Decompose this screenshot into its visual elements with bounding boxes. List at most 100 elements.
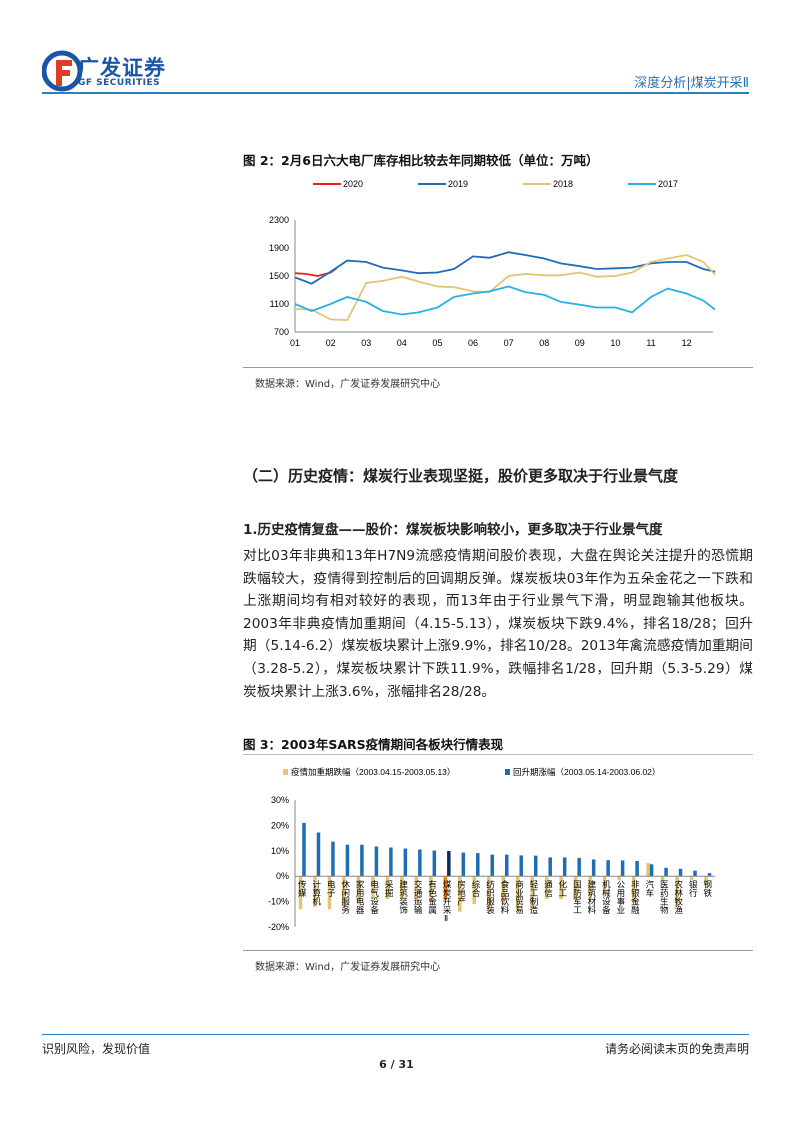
bar-decline [313,876,317,907]
category-label: 房地产 [457,880,467,907]
bar-decline [429,876,433,902]
bar-decline [298,876,303,910]
bar-decline [559,876,563,900]
logo-name-cn: 广发证券 [78,56,166,80]
category-label: 休闲服务 [341,880,351,916]
bar-rebound [519,855,523,877]
footer-disclaimer: 请务必阅读末页的免责声明 [604,1042,749,1056]
category-label: 建筑装饰 [399,880,409,916]
divider [243,754,753,755]
y-tick-label: 700 [274,327,289,337]
page-number: 6 / 31 [379,1058,414,1071]
bar-rebound [678,868,683,877]
legend-label: 回升期涨幅（2003.05.14-2003.06.02） [513,767,660,777]
legend-label: 2017 [658,179,678,189]
bar-rebound [664,867,668,877]
bar-rebound [331,841,335,877]
section-subheading: 1.历史疫情复盘——股价：煤炭板块影响较小，更多取决于行业景气度 [243,522,663,538]
bar-rebound [432,850,437,877]
bar-rebound [707,873,712,877]
bar-rebound [577,857,581,877]
legend-label: 2018 [553,179,573,189]
category-label: 农林牧渔 [674,880,684,915]
bar-decline [400,876,404,900]
bar-rebound [693,870,697,877]
bar-rebound [606,860,610,877]
y-tick-label: -20% [268,922,289,932]
bar-rebound [476,853,480,877]
divider [243,950,753,951]
figure2-source: 数据来源：Wind，广发证券发展研究中心 [255,379,441,390]
bar-rebound [360,844,364,877]
category-label: 交通运输 [413,880,423,916]
bar-rebound [635,860,639,877]
category-label: 银行 [688,880,698,899]
category-label: 综合 [471,880,481,899]
x-tick-label: 03 [361,338,371,348]
y-tick-label: 30% [271,795,289,805]
bar-rebound [447,851,451,877]
bar-decline [385,876,390,900]
report-type: 深度分析|煤炭开采Ⅱ [634,76,749,91]
legend-swatch [283,769,288,775]
category-label: 家用电器 [355,880,365,916]
bar-rebound [461,852,466,877]
y-tick-label: 0% [276,871,289,881]
x-tick-label: 09 [575,338,585,348]
category-label: 传媒 [297,880,307,899]
x-tick-label: 08 [539,338,549,348]
y-tick-label: 20% [271,820,289,830]
x-tick-label: 06 [468,338,478,348]
bar-rebound [548,857,552,877]
bar-decline [646,862,650,877]
bar-decline [631,876,636,902]
x-tick-label: 04 [397,338,407,348]
bar-rebound [562,857,567,877]
bar-decline [414,876,419,902]
category-label: 纺织服装 [486,880,496,916]
footer-divider [42,1034,749,1035]
figure3-source: 数据来源：Wind，广发证券发展研究中心 [255,962,441,973]
bar-decline [689,876,694,881]
bar-decline [356,876,361,902]
category-label: 电气设备 [370,880,380,916]
y-tick-label: 1500 [269,271,289,281]
category-label: 公用事业 [616,880,626,914]
bar-rebound [403,848,408,877]
bar-rebound [505,854,509,877]
category-label: 非银金融 [630,880,640,916]
bar-decline [371,876,375,900]
category-label: 医药生物 [659,880,669,915]
bar-rebound [490,854,495,877]
category-label: 国防军工 [572,880,582,914]
bar-decline [458,876,462,912]
category-label: 建筑材料 [587,880,597,916]
bar-rebound [374,846,379,877]
category-label: 食品饮料 [500,880,510,916]
y-tick-label: 2300 [269,215,289,225]
y-tick-label: -10% [268,897,289,907]
footer-slogan: 识别风险，发现价值 [42,1042,151,1056]
bar-decline [588,876,592,900]
series-line-2018 [294,254,716,322]
bar-rebound [316,832,321,877]
bar-decline [530,876,534,910]
series-line-2017 [294,285,716,316]
x-tick-label: 05 [432,338,442,348]
legend-label: 2019 [448,179,468,189]
bar-decline [515,876,520,910]
bar-decline [342,876,346,907]
bar-rebound [649,864,654,877]
category-label: 通信 [543,880,553,899]
figure2-title: 图 2：2月6日六大电厂库存相比较去年同期较低（单位：万吨） [243,153,599,168]
legend-label: 疫情加重期跌幅（2003.04.15-2003.05.13） [291,767,455,777]
bar-rebound [389,847,393,877]
x-tick-label: 02 [326,338,336,348]
logo-name-en: GF SECURITIES [78,78,161,88]
divider [243,367,753,368]
bar-decline [602,876,607,894]
bar-decline [675,876,679,907]
x-tick-label: 12 [682,338,692,348]
x-tick-label: 01 [290,338,300,348]
